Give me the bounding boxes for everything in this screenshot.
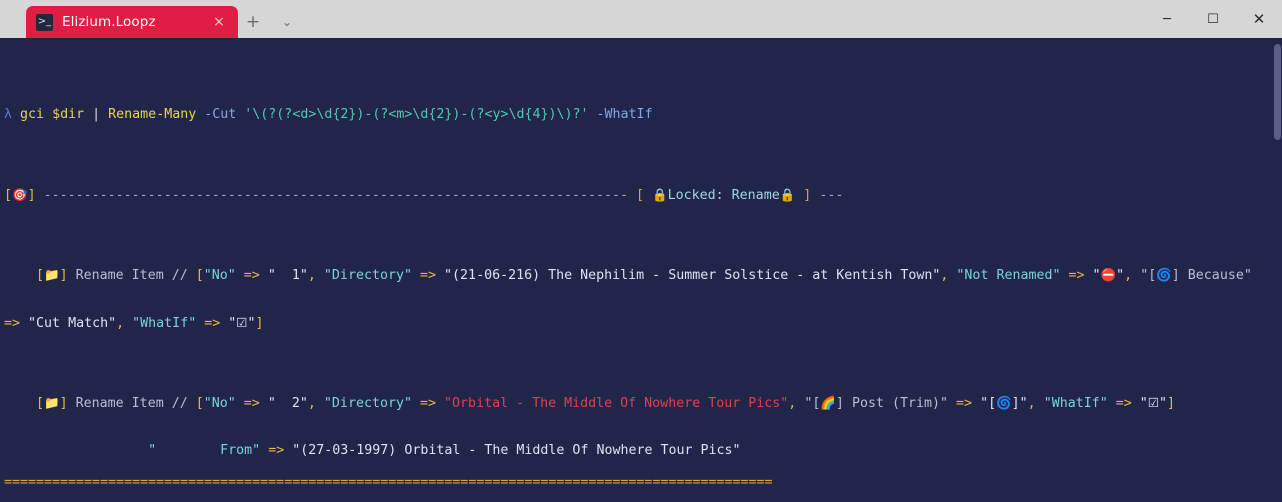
maximize-button[interactable]: ☐: [1207, 11, 1219, 27]
arrow: =>: [268, 443, 285, 458]
prompt-region: ========================================…: [0, 444, 1282, 502]
arrow: =>: [956, 396, 973, 411]
prompt-lambda: λ: [4, 107, 13, 122]
lock-icon-right: 🔒: [779, 187, 796, 202]
rainbow-icon: 🌈: [820, 395, 836, 410]
prompt-separator-rule: ========================================…: [4, 476, 773, 490]
command-rename-many: Rename-Many: [108, 107, 197, 122]
close-icon[interactable]: ×: [213, 14, 225, 30]
arrow: =>: [1068, 268, 1085, 283]
key-post: "[🌈] Post (Trim)": [804, 395, 949, 411]
arrow: =>: [1115, 396, 1132, 411]
key-directory: "Directory": [323, 268, 412, 283]
cut-pattern: '\(?(?<d>\d{2})-(?<m>\d{2})-(?<y>\d{4})\…: [244, 107, 589, 122]
key-no: "No": [203, 396, 236, 411]
minimize-button[interactable]: ─: [1163, 11, 1171, 27]
value-directory: "(21-06-216) The Nephilim - Summer Solst…: [444, 268, 941, 283]
folder-icon: 📁: [44, 395, 60, 410]
lock-icon: 🔒: [652, 187, 668, 202]
command-line: λ gci $dir | Rename-Many -Cut '\(?(?<d>\…: [4, 107, 1282, 123]
check-icon: ☑: [1147, 395, 1160, 410]
header-left-dashes: ----------------------------------------…: [43, 188, 629, 203]
command-gci: gci: [20, 107, 45, 122]
cyclone-icon: 🌀: [1156, 267, 1172, 282]
arrow: =>: [204, 316, 221, 331]
value-directory: "Orbital - The Middle Of Nowhere Tour Pi…: [444, 396, 789, 411]
param-whatif: -WhatIf: [596, 107, 653, 122]
key-from: " From": [148, 443, 261, 458]
arrow: =>: [420, 396, 437, 411]
rename-item-row: [📁] Rename Item // ["No" => " 1", "Direc…: [36, 267, 1252, 283]
arrow: =>: [243, 396, 260, 411]
cyclone-icon: 🌀: [996, 395, 1012, 410]
window-controls: ─ ☐ ✕: [1144, 0, 1282, 38]
locked-label: Locked: Rename: [667, 188, 780, 203]
value-because: "Cut Match": [28, 316, 117, 331]
terminal-icon: >_: [36, 13, 53, 31]
tab-title: Elizium.Loopz: [62, 14, 156, 30]
key-directory: "Directory": [323, 396, 412, 411]
command-dir-var: $dir: [52, 107, 85, 122]
window-close-button[interactable]: ✕: [1252, 10, 1266, 28]
key-because: "[🌀] Because": [1140, 267, 1252, 283]
scrollbar-thumb[interactable]: [1274, 44, 1281, 140]
target-icon: 🎯: [12, 187, 28, 202]
terminal-output[interactable]: λ gci $dir | Rename-Many -Cut '\(?(?<d>\…: [0, 38, 1282, 502]
pipe-operator: |: [92, 107, 101, 122]
rename-item-row: [📁] Rename Item // ["No" => " 2", "Direc…: [36, 395, 1176, 411]
arrow: =>: [420, 268, 437, 283]
title-bar: >_ Elizium.Loopz × + ⌄ ─ ☐ ✕: [0, 0, 1282, 38]
key-no: "No": [203, 268, 236, 283]
key-not-renamed: "Not Renamed": [956, 268, 1061, 283]
rename-item-from-row: " From" => "(27-03-1997) Orbital - The M…: [4, 443, 1282, 459]
value-from: "(27-03-1997) Orbital - The Middle Of No…: [292, 443, 741, 458]
check-icon: ☑: [236, 315, 248, 330]
rename-item-label: Rename Item //: [75, 268, 188, 283]
new-tab-button[interactable]: +: [245, 12, 261, 32]
arrow: =>: [243, 268, 260, 283]
chevron-down-icon[interactable]: ⌄: [281, 15, 293, 29]
scrollbar[interactable]: [1272, 38, 1282, 502]
value-no: " 2": [267, 396, 308, 411]
tab-strip: >_ Elizium.Loopz × + ⌄: [0, 0, 302, 38]
tab-elizium-loopz[interactable]: >_ Elizium.Loopz ×: [26, 6, 238, 38]
param-cut: -Cut: [204, 107, 237, 122]
rename-item-row-cont: => "Cut Match", "WhatIf" => "☑"]: [4, 315, 264, 331]
key-whatif: "WhatIf": [132, 316, 197, 331]
blocked-icon: ⛔: [1100, 267, 1117, 282]
arrow: =>: [4, 316, 21, 331]
header-banner: [🎯] ------------------------------------…: [4, 187, 844, 203]
folder-icon: 📁: [44, 267, 60, 282]
key-whatif: "WhatIf": [1043, 396, 1108, 411]
rename-item-label: Rename Item //: [75, 396, 188, 411]
header-right-dashes: ---: [819, 188, 844, 203]
value-no: " 1": [267, 268, 308, 283]
